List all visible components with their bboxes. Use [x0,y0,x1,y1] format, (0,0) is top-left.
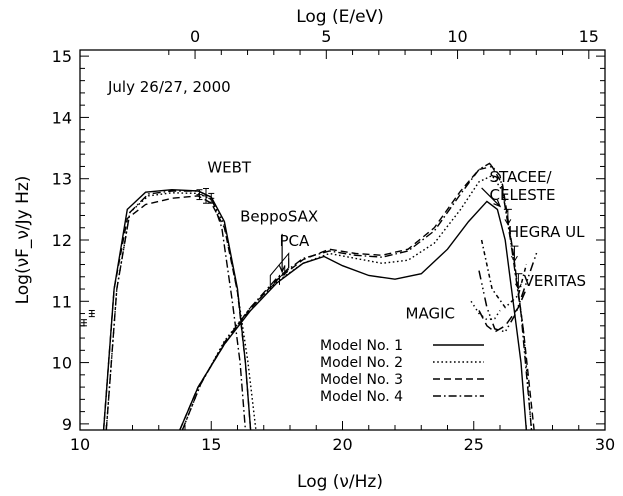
upper-limit-arrow [514,283,522,290]
y-tick-label: 15 [52,47,72,66]
model-curve-ic [181,162,533,431]
date-annotation: July 26/27, 2000 [107,78,231,96]
x-axis-label: Log (ν/Hz) [297,472,383,492]
sensitivity-curves [470,239,538,333]
top-tick-label: 5 [321,27,331,46]
model-curve-sync [105,190,247,431]
y-tick-label: 11 [52,292,72,311]
annotation-label: HEGRA UL [508,223,585,241]
model-curve-ic [179,200,527,431]
y-tick-label: 13 [52,170,72,189]
annotation-label: CELESTE [490,186,556,204]
annotation-label: WEBT [207,159,252,177]
x-tick-label: 25 [464,435,484,454]
annotation-arrowhead [278,265,286,274]
annotation-label: PCA [280,232,311,250]
top-tick-label: 10 [447,27,467,46]
sensitivity-curve [470,300,501,321]
top-tick-label: 15 [579,27,599,46]
legend-label: Model No. 1 [320,338,403,354]
y-tick-label: 10 [52,354,72,373]
top-axis-label: Log (E/eV) [296,7,384,27]
y-tick-label: 12 [52,231,72,250]
annotation-arrowhead [493,199,502,208]
model-curves [102,162,535,431]
y-tick-label: 14 [52,108,72,127]
sensitivity-curve [478,288,527,333]
sensitivity-curve [480,239,528,309]
upper-limit-arrow [511,255,518,263]
annotation-label: STACEE/ [490,168,553,186]
annotation-arrow [481,187,501,207]
model-curve-sync [102,195,252,431]
x-tick-label: 20 [332,435,352,454]
annotations: WEBT BeppoSAX PCA STACEE/CELESTE HEGRA UL VER… [207,159,586,323]
upper-limit-arrow [504,219,512,226]
model-curve-ic [179,165,535,431]
y-axis-label: Log(νF_ν/Jy Hz) [13,176,33,305]
top-tick-label: 0 [190,27,200,46]
annotation-label: MAGIC [406,304,455,322]
x-tick-label: 15 [201,435,221,454]
y-tick-label: 9 [62,415,72,434]
model-curve-sync [105,192,257,431]
annotation-label: BeppoSAX [240,208,318,226]
legend-label: Model No. 3 [320,372,403,388]
legend-label: Model No. 4 [320,389,403,405]
x-tick-label: 30 [595,435,615,454]
model-curve-sync [102,188,252,431]
annotation-label: VERITAS [524,272,586,290]
legend-label: Model No. 2 [320,355,403,371]
x-tick-label: 10 [70,435,90,454]
